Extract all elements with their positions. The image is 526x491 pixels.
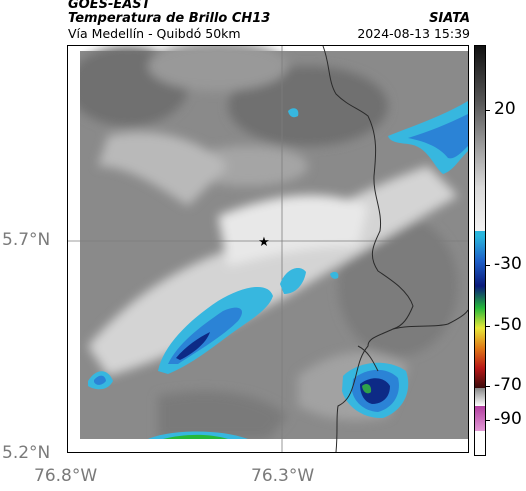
cold-cloud-east [388, 101, 468, 174]
satellite-map[interactable]: ★ [67, 45, 469, 453]
cold-cloud-band [158, 286, 273, 374]
timestamp: 2024-08-13 15:39 [357, 26, 470, 41]
colorbar-label: -70 [494, 375, 522, 395]
region-subtitle: Vía Medellín - Quibdó 50km [68, 26, 241, 41]
map-canvas: ★ [68, 46, 468, 452]
colorbar-label: 20 [494, 99, 516, 119]
country-border [322, 46, 414, 452]
colorbar [474, 45, 486, 456]
product-title: GOES-EAST [68, 0, 151, 12]
channel-title: Temperatura de Brillo CH13 [68, 11, 271, 26]
gray-texture [68, 46, 458, 439]
cold-cloud-small [88, 108, 339, 439]
lat-tick-label: 5.2°N [2, 443, 51, 463]
lon-tick-label: 76.8°W [34, 466, 98, 486]
colorbar-label: -50 [494, 315, 522, 335]
lon-tick-label: 76.3°W [251, 466, 315, 486]
lat-tick-label: 5.7°N [2, 230, 51, 250]
cold-cloud-south [342, 362, 409, 419]
colorbar-label: -90 [494, 409, 522, 429]
brand-label: SIATA [429, 11, 470, 26]
colorbar-label: -30 [494, 254, 522, 274]
star-icon: ★ [258, 235, 270, 250]
